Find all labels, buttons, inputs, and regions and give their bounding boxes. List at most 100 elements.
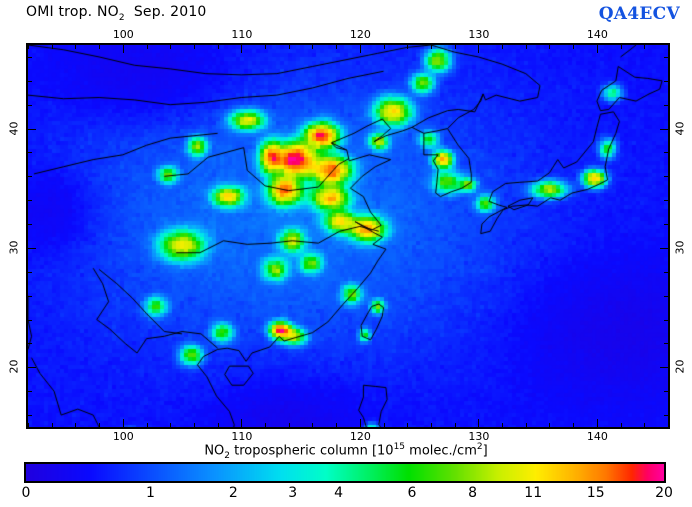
x-tick-top-132: [502, 45, 504, 49]
x-axis-label-top-130: 130: [468, 28, 490, 41]
x-tick-top-128: [454, 45, 456, 49]
y-tick-right-40: [660, 128, 668, 130]
x-tick-top-114: [288, 45, 290, 49]
x-tick-top-130: [478, 45, 480, 53]
page-title: OMI trop. NO2 Sep. 2010: [26, 4, 207, 23]
x-tick-top-146: [668, 45, 669, 49]
x-tick-bottom-144: [644, 423, 646, 427]
x-tick-bottom-126: [430, 423, 432, 427]
x-tick-top-104: [170, 45, 172, 49]
colorbar-tick-0: 0: [21, 485, 31, 501]
colorbar-tick-3: 3: [288, 485, 298, 501]
x-tick-top-138: [573, 45, 575, 49]
y-tick-left-34: [28, 200, 32, 202]
x-tick-top-118: [336, 45, 338, 49]
x-axis-label-bottom-100: 100: [112, 430, 134, 443]
y-tick-right-26: [664, 295, 668, 297]
y-tick-right-20: [660, 367, 668, 369]
x-tick-bottom-106: [193, 423, 195, 427]
y-tick-left-30: [28, 247, 36, 249]
x-tick-top-112: [265, 45, 267, 49]
x-tick-bottom-138: [573, 423, 575, 427]
x-tick-top-116: [312, 45, 314, 49]
colorbar-tick-6: 6: [407, 485, 417, 501]
y-axis-label-left-20: 20: [7, 359, 21, 374]
y-tick-right-32: [664, 224, 668, 226]
colorbar-tick-1: 1: [145, 485, 155, 501]
y-tick-right-42: [664, 104, 668, 106]
x-tick-top-92: [28, 45, 29, 49]
x-axis-label-top-140: 140: [586, 28, 608, 41]
x-tick-top-98: [99, 45, 101, 49]
y-tick-right-24: [664, 319, 668, 321]
x-tick-bottom-102: [146, 423, 148, 427]
x-tick-bottom-112: [265, 423, 267, 427]
y-tick-left-22: [28, 343, 32, 345]
x-axis-label-top-120: 120: [349, 28, 371, 41]
x-tick-top-144: [644, 45, 646, 49]
x-tick-top-122: [383, 45, 385, 49]
y-tick-right-44: [664, 80, 668, 82]
y-tick-left-18: [28, 391, 32, 393]
colorbar-tick-4: 4: [334, 485, 344, 501]
x-tick-bottom-110: [241, 419, 243, 427]
y-axis-label-right-40: 40: [673, 121, 687, 136]
title-period: Sep. 2010: [133, 4, 207, 20]
x-tick-bottom-98: [99, 423, 101, 427]
y-tick-left-42: [28, 104, 32, 106]
y-tick-left-28: [28, 271, 32, 273]
colorbar-tick-2: 2: [228, 485, 238, 501]
x-tick-bottom-142: [620, 423, 622, 427]
x-tick-top-100: [122, 45, 124, 53]
x-axis-label-top-100: 100: [112, 28, 134, 41]
title-subscript: 2: [118, 12, 125, 23]
colorbar-frame: [24, 462, 666, 483]
x-tick-bottom-124: [407, 423, 409, 427]
y-tick-right-46: [664, 56, 668, 58]
y-tick-right-18: [664, 391, 668, 393]
x-tick-bottom-140: [596, 419, 598, 427]
x-tick-top-134: [525, 45, 527, 49]
y-tick-left-26: [28, 295, 32, 297]
x-tick-top-124: [407, 45, 409, 49]
x-tick-bottom-120: [359, 419, 361, 427]
y-tick-right-30: [660, 247, 668, 249]
x-tick-top-110: [241, 45, 243, 53]
x-tick-top-94: [51, 45, 53, 49]
y-tick-right-22: [664, 343, 668, 345]
x-tick-bottom-114: [288, 423, 290, 427]
colorbar-tick-8: 8: [468, 485, 478, 501]
map-frame: [26, 43, 670, 429]
y-tick-left-44: [28, 80, 32, 82]
y-axis-label-right-30: 30: [673, 240, 687, 255]
x-axis-label-bottom-140: 140: [586, 430, 608, 443]
x-tick-top-142: [620, 45, 622, 49]
x-axis-label-top-110: 110: [231, 28, 253, 41]
x-tick-bottom-136: [549, 423, 551, 427]
x-tick-top-136: [549, 45, 551, 49]
x-tick-bottom-92: [28, 423, 29, 427]
colorbar-tick-15: 15: [586, 485, 605, 501]
y-tick-left-46: [28, 56, 32, 58]
x-tick-top-96: [75, 45, 77, 49]
colorbar-gradient: [26, 464, 664, 481]
y-tick-left-20: [28, 367, 36, 369]
x-tick-bottom-128: [454, 423, 456, 427]
x-tick-bottom-96: [75, 423, 77, 427]
colorbar-tick-11: 11: [524, 485, 543, 501]
x-tick-bottom-134: [525, 423, 527, 427]
x-tick-bottom-132: [502, 423, 504, 427]
x-tick-top-120: [359, 45, 361, 53]
x-axis-label-bottom-110: 110: [231, 430, 253, 443]
y-tick-left-32: [28, 224, 32, 226]
x-tick-bottom-94: [51, 423, 53, 427]
y-axis-label-right-20: 20: [673, 359, 687, 374]
qa4ecv-logo: QA4ECV: [598, 4, 680, 24]
x-tick-top-106: [193, 45, 195, 49]
y-tick-right-36: [664, 176, 668, 178]
x-tick-bottom-146: [668, 423, 669, 427]
x-tick-bottom-104: [170, 423, 172, 427]
x-tick-bottom-122: [383, 423, 385, 427]
y-axis-label-left-30: 30: [7, 240, 21, 255]
y-tick-left-40: [28, 128, 36, 130]
